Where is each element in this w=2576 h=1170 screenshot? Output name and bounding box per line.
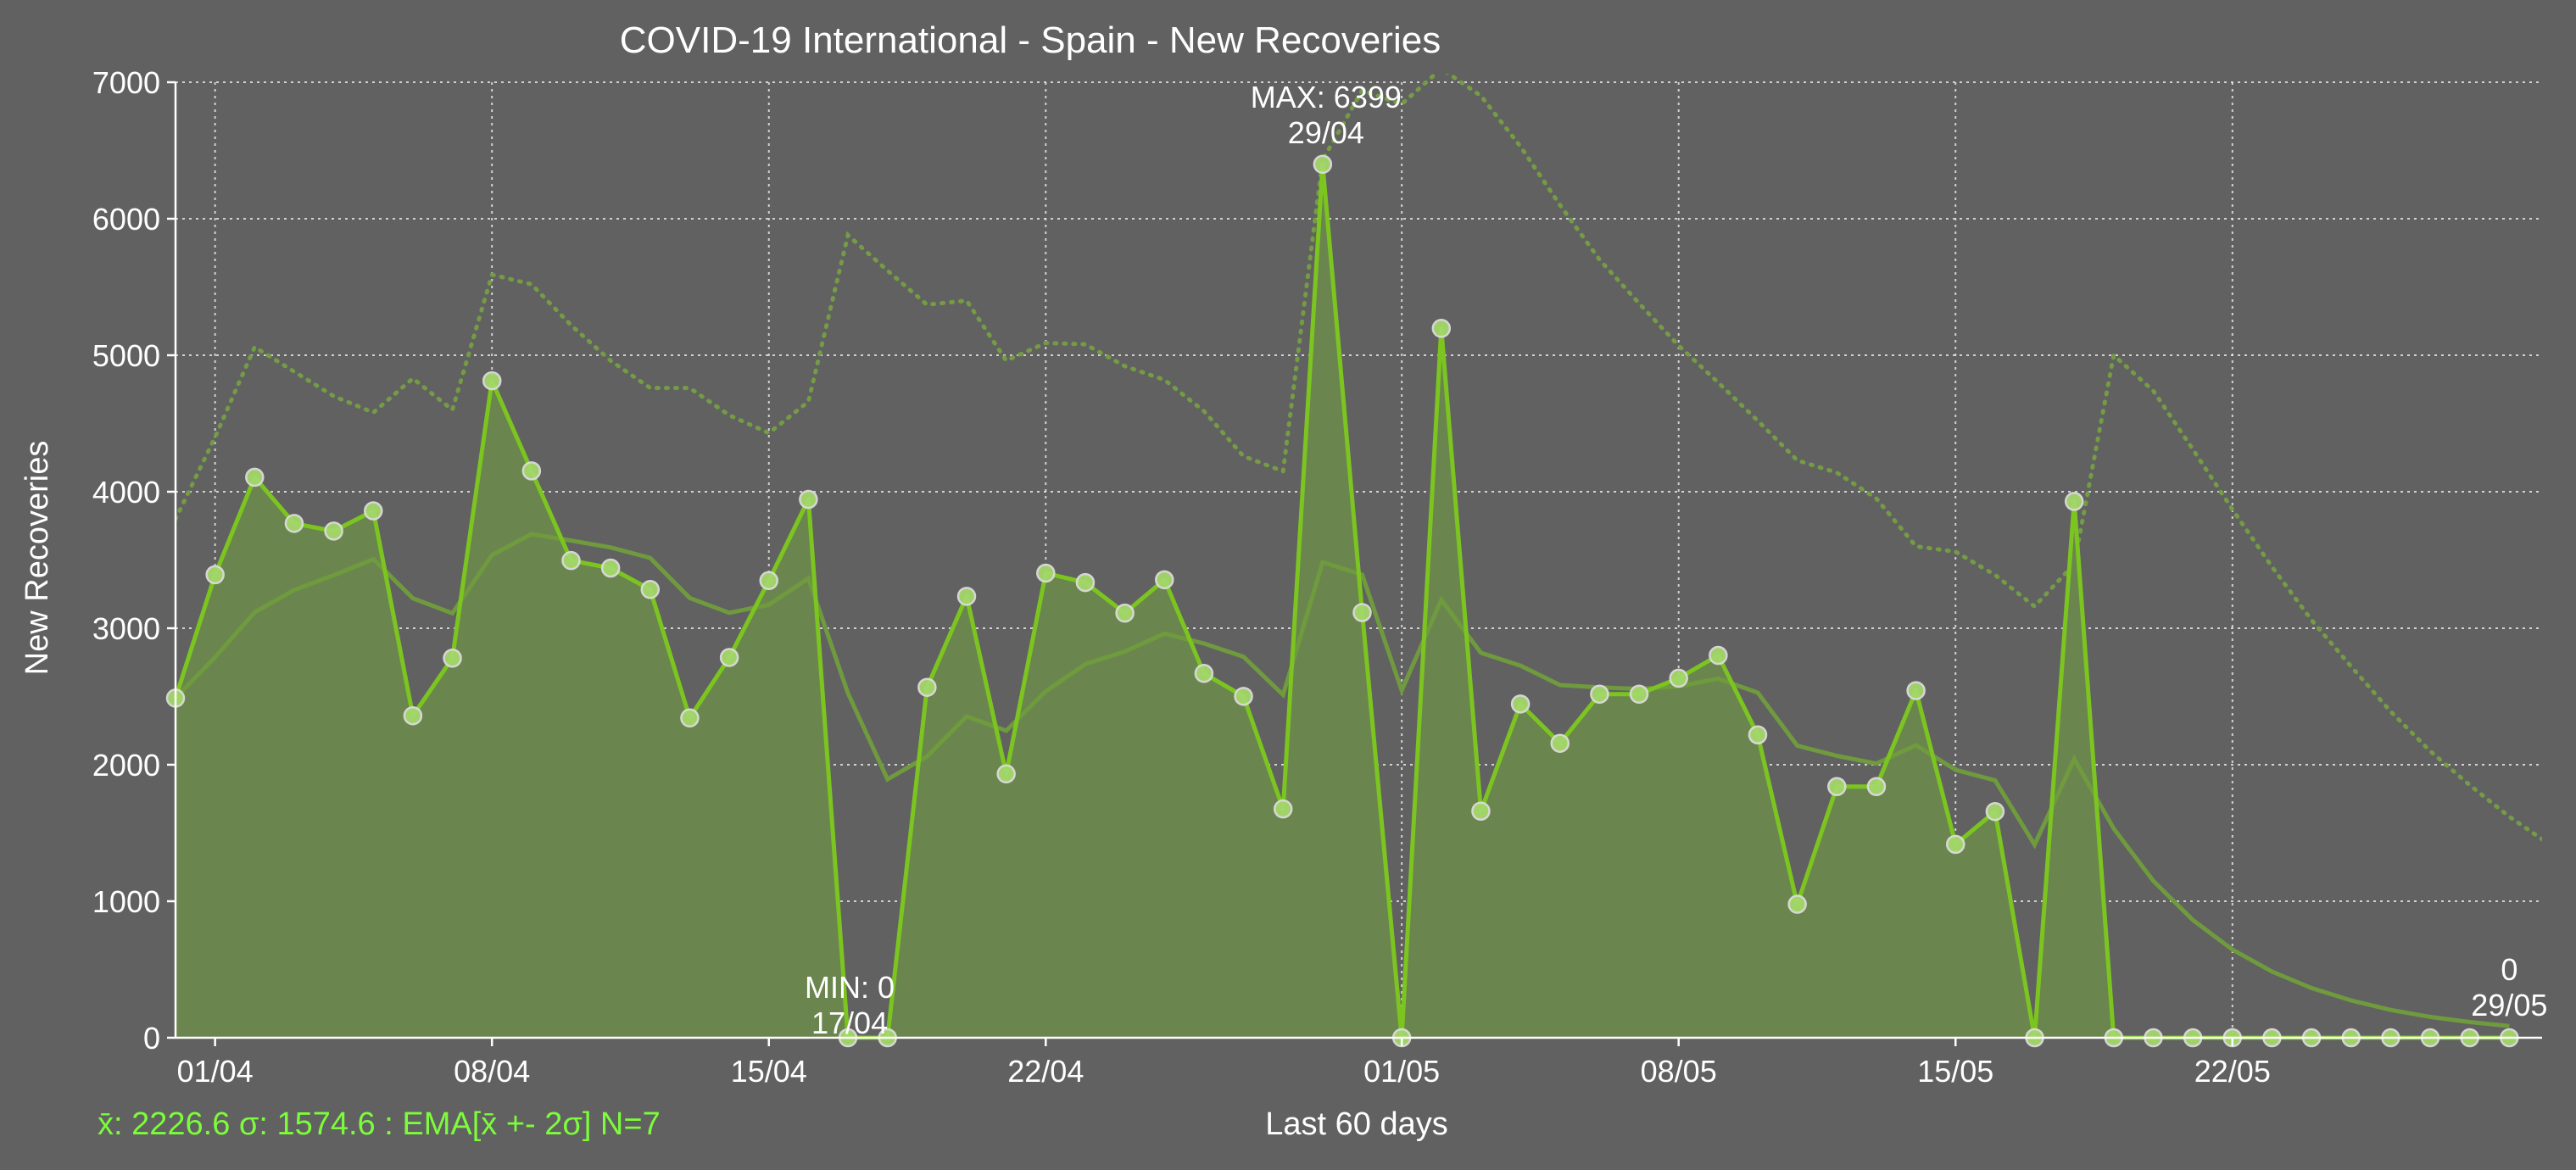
data-point	[1866, 777, 1887, 797]
chart-title: COVID-19 International - Spain - New Rec…	[620, 20, 1441, 61]
data-point	[956, 587, 977, 606]
x-tick-label: 01/05	[1363, 1054, 1440, 1089]
x-tick-label: 08/05	[1641, 1054, 1717, 1089]
max-annotation-label: MAX: 6399	[1251, 80, 1402, 114]
data-point	[1669, 668, 1688, 688]
min-annotation-label: MIN: 0	[805, 970, 895, 1005]
data-point	[443, 649, 462, 668]
y-tick-label: 7000	[92, 65, 160, 100]
data-point	[917, 677, 937, 697]
x-tick-label: 08/04	[454, 1054, 530, 1089]
data-point	[205, 565, 225, 585]
data-point	[482, 370, 502, 391]
ema	[174, 532, 2510, 1028]
upper-band-line	[176, 74, 2542, 842]
data-point	[680, 708, 700, 728]
ema-line	[174, 532, 2510, 1028]
data-point	[1906, 681, 1926, 700]
data-point	[1709, 645, 1728, 666]
data-point	[561, 550, 581, 571]
y-tick-label: 4000	[92, 475, 160, 510]
y-tick-label: 3000	[92, 611, 160, 646]
max-annotation-date: 29/04	[1288, 115, 1364, 150]
data-point	[1471, 801, 1491, 821]
x-tick-label: 22/05	[2194, 1054, 2271, 1089]
data-point	[1629, 684, 1649, 705]
y-axis-label: New Recoveries	[20, 441, 55, 676]
data-point	[1985, 801, 2005, 822]
data-point	[1115, 603, 1135, 623]
data-point	[600, 558, 621, 578]
data-point	[1550, 733, 1570, 753]
y-tick-label: 1000	[92, 884, 160, 919]
last-annotation-date: 29/05	[2471, 988, 2547, 1022]
data-point	[245, 467, 265, 488]
data-point	[1787, 894, 1807, 914]
data-point	[1827, 777, 1847, 797]
data-point	[1352, 603, 1372, 622]
data-point	[2064, 492, 2084, 511]
data-point	[521, 461, 542, 481]
min-annotation-date: 17/04	[811, 1006, 888, 1040]
data-point	[996, 764, 1016, 784]
last-annotation-label: 0	[2501, 952, 2517, 987]
y-tick-label: 2000	[92, 748, 160, 783]
data-point	[719, 648, 739, 667]
data-point	[1273, 799, 1293, 819]
series-area	[176, 164, 2510, 1038]
data-point	[1155, 570, 1174, 590]
data-point	[1075, 572, 1096, 593]
y-tick-label: 5000	[92, 338, 160, 373]
data-point	[284, 514, 304, 533]
x-tick-label: 01/04	[177, 1054, 254, 1089]
axes: 0 1000 2000 3000 4000 5000 6000 7000 01/04 08/04 1…	[92, 65, 2542, 1089]
data-point	[1510, 694, 1531, 714]
data-point	[1234, 687, 1253, 706]
data-point	[799, 489, 818, 510]
stats-footer: x̄: 2226.6 σ: 1574.6 : EMA[x̄ +- 2σ] N=7	[98, 1106, 661, 1142]
data-point	[1748, 725, 1768, 744]
data-point	[364, 501, 383, 521]
y-tick-label: 6000	[92, 202, 160, 237]
x-axis-label: Last 60 days	[1265, 1106, 1447, 1142]
x-tick-label: 15/05	[1917, 1054, 1993, 1089]
data-point	[403, 705, 423, 726]
data-point	[324, 521, 343, 541]
bands	[176, 74, 2542, 1038]
x-tick-label: 22/04	[1007, 1054, 1084, 1089]
data-point	[1590, 684, 1609, 705]
data-point	[1946, 834, 1965, 855]
data-point	[1036, 563, 1056, 583]
y-tick-label: 0	[143, 1021, 160, 1056]
data-point	[1194, 664, 1214, 683]
data-point	[640, 580, 661, 599]
data-point	[1431, 319, 1452, 338]
area	[176, 164, 2510, 1038]
x-tick-label: 15/04	[731, 1054, 807, 1089]
data-point	[759, 571, 778, 591]
data-point	[1313, 154, 1333, 175]
